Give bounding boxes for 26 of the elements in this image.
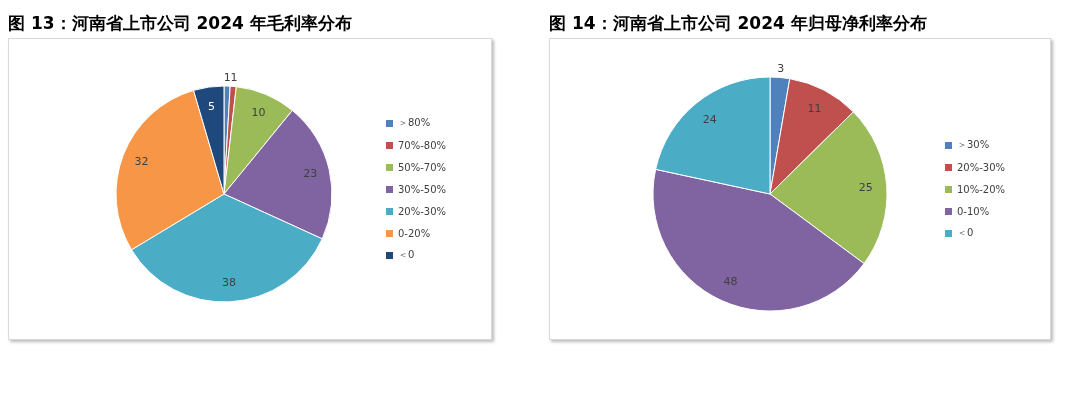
legend-label: ＜0 (396, 248, 416, 262)
legend-label: 50%-70% (396, 160, 446, 175)
legend-label: 30%-50% (396, 182, 446, 197)
data-label: 25 (858, 180, 873, 194)
data-label: 1 (230, 71, 238, 85)
data-label: 1 (223, 70, 231, 84)
legend-label: ＜0 (955, 226, 975, 240)
legend-label: ＞30% (955, 138, 991, 152)
data-label: 24 (702, 112, 717, 126)
legend-label: 0-10% (955, 204, 991, 219)
data-label: 38 (222, 275, 237, 289)
legend-label: 20%-30% (955, 160, 1006, 175)
data-label: 11 (807, 102, 822, 116)
data-label: 5 (207, 99, 215, 113)
legend-label: 0-20% (396, 226, 432, 241)
chart-title: 图 14：河南省上市公司 2024 年归母净利率分布 (549, 12, 928, 35)
data-label: 32 (134, 155, 149, 169)
data-label: 23 (303, 167, 318, 181)
data-label: 10 (251, 105, 266, 119)
data-label: 3 (777, 61, 785, 75)
data-label: 48 (723, 274, 738, 288)
chart-title: 图 13：河南省上市公司 2024 年毛利率分布 (8, 12, 353, 35)
legend-label: 70%-80% (396, 138, 446, 153)
legend-label: 10%-20% (955, 182, 1006, 197)
legend-label: 20%-30% (396, 204, 446, 219)
legend-label: ＞80% (396, 116, 432, 130)
